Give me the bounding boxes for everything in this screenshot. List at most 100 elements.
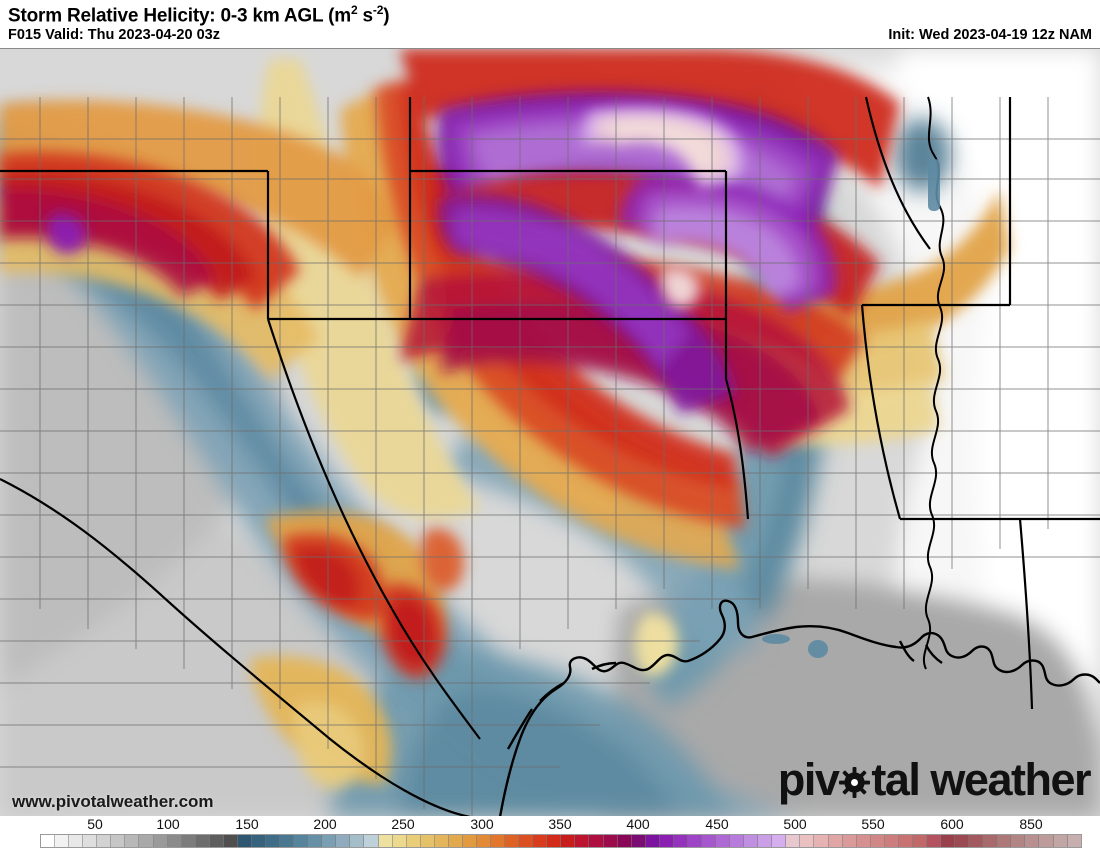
colorbar-legend: 50 100 150 200 250 300 350 400 450 500 550 600 850 bbox=[0, 816, 1100, 850]
colorbar-swatches bbox=[40, 834, 1082, 848]
colorbar-swatch bbox=[1011, 835, 1026, 847]
colorbar-swatch bbox=[955, 835, 970, 847]
colorbar-swatch bbox=[448, 835, 463, 847]
colorbar-tick-label: 300 bbox=[470, 816, 494, 832]
colorbar-swatch bbox=[505, 835, 520, 847]
colorbar-swatch bbox=[111, 835, 126, 847]
colorbar-tick-label: 350 bbox=[548, 816, 572, 832]
colorbar-swatch bbox=[251, 835, 266, 847]
colorbar-swatch bbox=[631, 835, 646, 847]
colorbar-swatch bbox=[181, 835, 196, 847]
page-title: Storm Relative Helicity: 0-3 km AGL (m2 … bbox=[8, 3, 390, 27]
colorbar-tick-label: 100 bbox=[156, 816, 180, 832]
colorbar-swatch bbox=[97, 835, 112, 847]
colorbar-swatch bbox=[814, 835, 829, 847]
colorbar-swatch bbox=[266, 835, 281, 847]
colorbar-swatch bbox=[941, 835, 956, 847]
colorbar-swatch bbox=[153, 835, 168, 847]
colorbar-tick-labels: 50 100 150 200 250 300 350 400 450 500 550 600 850 bbox=[0, 816, 1100, 834]
colorbar-swatch bbox=[603, 835, 618, 847]
colorbar-swatch bbox=[434, 835, 449, 847]
colorbar-swatch bbox=[237, 835, 252, 847]
colorbar-swatch bbox=[926, 835, 941, 847]
colorbar-tick-label: 150 bbox=[235, 816, 259, 832]
colorbar-swatch bbox=[41, 835, 56, 847]
colorbar-swatch bbox=[139, 835, 154, 847]
colorbar-swatch bbox=[673, 835, 688, 847]
colorbar-swatch bbox=[716, 835, 731, 847]
colorbar-swatch bbox=[884, 835, 899, 847]
colorbar-swatch bbox=[519, 835, 534, 847]
colorbar-swatch bbox=[491, 835, 506, 847]
colorbar-swatch bbox=[209, 835, 224, 847]
colorbar-swatch bbox=[898, 835, 913, 847]
colorbar-swatch bbox=[969, 835, 984, 847]
colorbar-tick-label: 550 bbox=[861, 816, 885, 832]
state-borders bbox=[0, 96, 1100, 816]
colorbar-tick-label: 50 bbox=[87, 816, 103, 832]
colorbar-swatch bbox=[701, 835, 716, 847]
colorbar-swatch bbox=[589, 835, 604, 847]
colorbar-swatch bbox=[828, 835, 843, 847]
colorbar-tick-label: 850 bbox=[1019, 816, 1043, 832]
colorbar-swatch bbox=[55, 835, 70, 847]
map-canvas[interactable]: www.pivotalweather.com piv tal weather bbox=[0, 48, 1100, 816]
colorbar-swatch bbox=[645, 835, 660, 847]
colorbar-swatch bbox=[983, 835, 998, 847]
colorbar-swatch bbox=[280, 835, 295, 847]
colorbar-swatch bbox=[561, 835, 576, 847]
colorbar-swatch bbox=[1067, 835, 1081, 847]
colorbar-swatch bbox=[575, 835, 590, 847]
colorbar-swatch bbox=[364, 835, 379, 847]
srh-contour-plot bbox=[0, 49, 1100, 816]
colorbar-swatch bbox=[772, 835, 787, 847]
colorbar-swatch bbox=[476, 835, 491, 847]
init-time-label: Init: Wed 2023-04-19 12z NAM bbox=[888, 27, 1092, 43]
colorbar-swatch bbox=[744, 835, 759, 847]
colorbar-swatch bbox=[223, 835, 238, 847]
colorbar-swatch bbox=[547, 835, 562, 847]
title-text-mid: s bbox=[357, 5, 374, 27]
colorbar-tick-label: 200 bbox=[313, 816, 337, 832]
colorbar-swatch bbox=[687, 835, 702, 847]
colorbar-swatch bbox=[462, 835, 477, 847]
srh-band-pink bbox=[581, 107, 744, 309]
title-exponent-1: 2 bbox=[350, 3, 358, 17]
colorbar-swatch bbox=[167, 835, 182, 847]
colorbar-swatch bbox=[997, 835, 1012, 847]
colorbar-swatch bbox=[322, 835, 337, 847]
colorbar-swatch bbox=[406, 835, 421, 847]
title-text-end: ) bbox=[383, 5, 390, 27]
colorbar-swatch bbox=[800, 835, 815, 847]
colorbar-tick-label: 600 bbox=[940, 816, 964, 832]
colorbar-swatch bbox=[1025, 835, 1040, 847]
title-text: Storm Relative Helicity: 0-3 km AGL (m bbox=[8, 5, 351, 27]
colorbar-swatch bbox=[659, 835, 674, 847]
valid-time-label: F015 Valid: Thu 2023-04-20 03z bbox=[8, 27, 220, 43]
colorbar-swatch bbox=[1053, 835, 1068, 847]
colorbar-swatch bbox=[125, 835, 140, 847]
colorbar-swatch bbox=[378, 835, 393, 847]
colorbar-swatch bbox=[308, 835, 323, 847]
colorbar-swatch bbox=[786, 835, 801, 847]
colorbar-swatch bbox=[856, 835, 871, 847]
colorbar-swatch bbox=[842, 835, 857, 847]
colorbar-swatch bbox=[83, 835, 98, 847]
colorbar-swatch bbox=[195, 835, 210, 847]
colorbar-swatch bbox=[294, 835, 309, 847]
colorbar-swatch bbox=[533, 835, 548, 847]
colorbar-swatch bbox=[336, 835, 351, 847]
county-borders bbox=[0, 97, 1100, 816]
colorbar-tick-label: 450 bbox=[705, 816, 729, 832]
colorbar-tick-label: 250 bbox=[391, 816, 415, 832]
colorbar-swatch bbox=[69, 835, 84, 847]
colorbar-tick-label: 400 bbox=[626, 816, 650, 832]
colorbar-swatch bbox=[617, 835, 632, 847]
colorbar-swatch bbox=[758, 835, 773, 847]
header: Storm Relative Helicity: 0-3 km AGL (m2 … bbox=[0, 0, 1100, 48]
title-exponent-2: -2 bbox=[372, 3, 384, 17]
colorbar-swatch bbox=[730, 835, 745, 847]
coastline bbox=[498, 599, 1100, 816]
colorbar-swatch bbox=[392, 835, 407, 847]
